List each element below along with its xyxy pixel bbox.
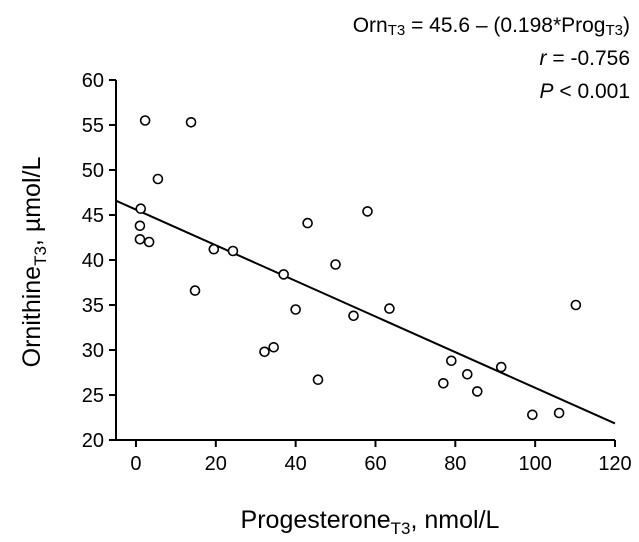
data-points xyxy=(134,115,582,421)
data-point xyxy=(438,377,449,389)
r-value: = -0.756 xyxy=(547,47,630,70)
data-point xyxy=(302,217,313,229)
y-axis-ticks: 20 25 30 35 40 45 50 55 60 xyxy=(82,70,116,452)
x-tick-label: 120 xyxy=(598,453,631,475)
y-axis-title: OrnithineT3, µmol/L xyxy=(18,157,50,368)
data-point xyxy=(527,409,538,421)
data-point xyxy=(227,245,239,257)
y-tick-label: 55 xyxy=(82,115,104,137)
p-value-text: < 0.001 xyxy=(554,80,630,103)
equation-lhs: Orn xyxy=(353,14,388,37)
data-point xyxy=(471,386,483,397)
y-tick-label: 35 xyxy=(82,295,104,317)
data-point xyxy=(189,285,201,296)
x-axis-title-unit: , nmol/L xyxy=(411,506,500,534)
y-tick-label: 40 xyxy=(82,250,104,272)
axes xyxy=(115,80,615,441)
regression-line xyxy=(115,199,616,425)
equation-lhs-sub: T3 xyxy=(388,22,406,39)
data-point xyxy=(152,173,164,185)
x-tick-label: 80 xyxy=(444,453,466,475)
r-symbol: r xyxy=(540,47,548,70)
data-point xyxy=(290,304,301,315)
equation-close: ) xyxy=(623,14,630,37)
data-point xyxy=(570,299,582,311)
y-tick-label: 30 xyxy=(82,340,104,362)
data-point xyxy=(461,368,473,380)
data-point xyxy=(135,203,147,214)
y-tick-label: 20 xyxy=(82,430,104,452)
data-point xyxy=(348,310,359,322)
data-point xyxy=(553,407,565,419)
regression-annotation: OrnT3 = 45.6 – (0.198*ProgT3) r = -0.756… xyxy=(353,14,630,103)
x-axis-ticks: 0 20 40 60 80 100 120 xyxy=(130,440,632,475)
x-axis-title: ProgesteroneT3, nmol/L xyxy=(241,506,500,538)
x-tick-label: 40 xyxy=(285,453,307,475)
data-point xyxy=(259,346,270,358)
y-tick-label: 45 xyxy=(82,205,104,227)
x-tick-label: 20 xyxy=(205,453,227,475)
data-point xyxy=(362,206,373,217)
y-axis-title-unit: , µmol/L xyxy=(18,157,46,247)
data-point xyxy=(185,117,197,128)
data-point xyxy=(384,303,395,314)
data-point xyxy=(330,259,341,270)
data-point xyxy=(495,361,507,373)
data-point xyxy=(278,269,289,280)
data-point xyxy=(134,220,146,232)
equation-rhs-sub: T3 xyxy=(605,22,623,39)
x-axis-title-sub: T3 xyxy=(391,519,411,538)
data-point xyxy=(268,341,279,353)
data-point xyxy=(208,243,220,255)
y-tick-label: 25 xyxy=(82,385,104,407)
y-axis-title-sub: T3 xyxy=(31,246,50,266)
equation-middle: = 45.6 – (0.198*Prog xyxy=(405,14,605,37)
y-tick-label: 50 xyxy=(82,160,104,182)
correlation-r: r = -0.756 xyxy=(540,47,630,70)
regression-equation: OrnT3 = 45.6 – (0.198*ProgT3) xyxy=(353,14,630,39)
data-point xyxy=(143,236,155,248)
x-tick-label: 60 xyxy=(364,453,386,475)
data-point xyxy=(139,115,151,126)
data-point xyxy=(446,355,457,367)
x-axis-title-main: Progesterone xyxy=(241,506,391,534)
y-tick-label: 60 xyxy=(82,70,104,92)
x-tick-label: 0 xyxy=(130,453,141,475)
x-tick-label: 100 xyxy=(518,453,551,475)
data-point xyxy=(312,374,324,386)
p-symbol: P xyxy=(540,80,554,103)
y-axis-title-main: Ornithine xyxy=(18,266,46,367)
data-point xyxy=(134,234,146,245)
p-value: P < 0.001 xyxy=(540,80,631,103)
